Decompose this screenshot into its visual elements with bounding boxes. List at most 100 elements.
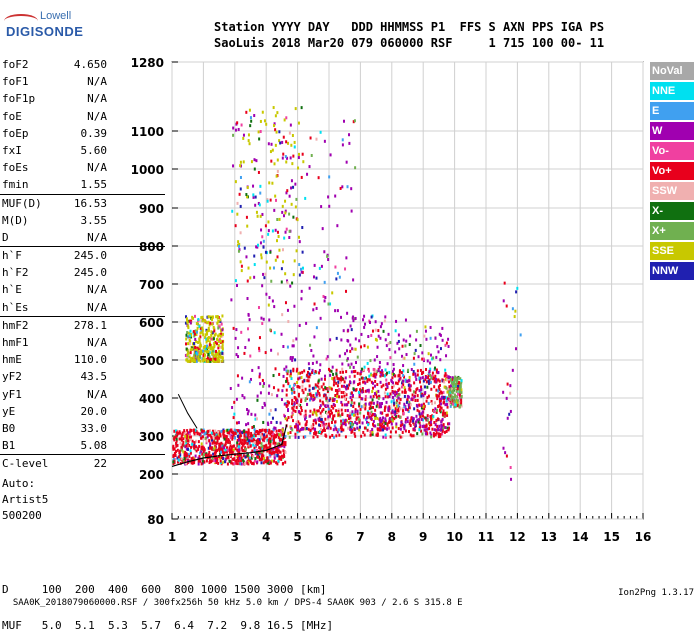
echo-point bbox=[308, 286, 311, 290]
echo-point bbox=[502, 390, 505, 394]
echo-point bbox=[434, 374, 437, 378]
echo-point bbox=[191, 439, 194, 443]
echo-point bbox=[281, 389, 284, 393]
echo-point bbox=[322, 421, 325, 425]
echo-point bbox=[218, 431, 221, 435]
param-value: 1.55 bbox=[80, 178, 108, 192]
echo-point bbox=[354, 337, 357, 341]
echo-point bbox=[291, 358, 294, 362]
echo-point bbox=[330, 369, 333, 373]
echo-point bbox=[352, 370, 355, 374]
echo-point bbox=[442, 411, 445, 415]
param-row: fmin 1.55 bbox=[0, 176, 165, 193]
echo-point bbox=[236, 284, 239, 288]
echo-point bbox=[282, 214, 285, 218]
echo-point bbox=[224, 458, 227, 462]
echo-point bbox=[304, 427, 307, 431]
echo-point bbox=[203, 452, 206, 456]
echo-point bbox=[453, 400, 456, 404]
echo-point bbox=[402, 338, 405, 342]
echo-point bbox=[431, 402, 434, 406]
echo-point bbox=[253, 428, 256, 432]
echo-point bbox=[387, 406, 390, 410]
echo-point bbox=[458, 390, 461, 394]
echo-point bbox=[259, 184, 262, 188]
param-name: D bbox=[2, 230, 9, 244]
echo-point bbox=[297, 377, 300, 381]
echo-point bbox=[194, 445, 197, 449]
echo-point bbox=[269, 328, 272, 332]
echo-point bbox=[443, 430, 446, 434]
echo-point bbox=[306, 172, 309, 176]
echo-point bbox=[218, 449, 221, 453]
echo-point bbox=[388, 417, 391, 421]
echo-point bbox=[427, 379, 430, 383]
echo-point bbox=[315, 276, 318, 280]
echo-point bbox=[352, 319, 355, 323]
echo-point bbox=[285, 377, 288, 381]
echo-point bbox=[421, 418, 424, 422]
echo-point bbox=[295, 197, 298, 201]
echo-point bbox=[416, 432, 419, 436]
echo-point bbox=[222, 430, 225, 434]
echo-point bbox=[353, 401, 356, 405]
echo-point bbox=[264, 403, 267, 407]
echo-point bbox=[403, 405, 406, 409]
echo-point bbox=[326, 254, 329, 258]
echo-point bbox=[414, 420, 417, 424]
echo-point bbox=[298, 240, 301, 244]
echo-point bbox=[288, 384, 291, 388]
echo-point bbox=[350, 328, 353, 332]
echo-point bbox=[394, 393, 397, 397]
echo-point bbox=[324, 393, 327, 397]
echo-point bbox=[277, 235, 280, 239]
echo-point bbox=[287, 141, 290, 145]
echo-point bbox=[435, 394, 438, 398]
echo-point bbox=[359, 411, 362, 415]
echo-point bbox=[231, 209, 234, 213]
echo-point bbox=[416, 394, 419, 398]
echo-point bbox=[406, 408, 409, 412]
echo-point bbox=[435, 368, 438, 372]
echo-point bbox=[213, 341, 216, 345]
echo-point bbox=[316, 389, 319, 393]
echo-point bbox=[428, 369, 431, 373]
echo-point bbox=[329, 397, 332, 401]
echo-point bbox=[269, 266, 272, 270]
echo-point bbox=[451, 389, 454, 393]
echo-point bbox=[392, 363, 395, 367]
echo-point bbox=[381, 411, 384, 415]
echo-point bbox=[262, 384, 265, 388]
echo-point bbox=[419, 415, 422, 419]
echo-point bbox=[203, 432, 206, 436]
echo-point bbox=[402, 411, 405, 415]
param-name: foE bbox=[2, 109, 22, 123]
echo-point bbox=[457, 401, 460, 405]
echo-point bbox=[441, 338, 444, 342]
echo-point bbox=[299, 371, 302, 375]
echo-point bbox=[354, 166, 357, 170]
echo-point bbox=[245, 423, 248, 427]
echo-point bbox=[301, 388, 304, 392]
echo-point bbox=[276, 352, 279, 356]
echo-point bbox=[339, 426, 342, 430]
param-name: foF1p bbox=[2, 92, 36, 106]
echo-point bbox=[387, 381, 390, 385]
echo-point bbox=[382, 425, 385, 429]
echo-point bbox=[363, 344, 366, 348]
echo-point bbox=[349, 324, 352, 328]
echo-point bbox=[390, 378, 393, 382]
echo-point bbox=[280, 457, 283, 461]
echo-point bbox=[172, 436, 175, 440]
echo-point bbox=[405, 339, 408, 343]
echo-point bbox=[292, 408, 295, 412]
echo-point bbox=[379, 416, 382, 420]
echo-point bbox=[297, 435, 300, 439]
echo-point bbox=[266, 428, 269, 432]
echo-point bbox=[281, 313, 284, 317]
echo-point bbox=[335, 381, 338, 385]
echo-point bbox=[378, 395, 381, 399]
echo-point bbox=[309, 343, 312, 347]
echo-point bbox=[278, 455, 281, 459]
echo-point bbox=[262, 420, 265, 424]
